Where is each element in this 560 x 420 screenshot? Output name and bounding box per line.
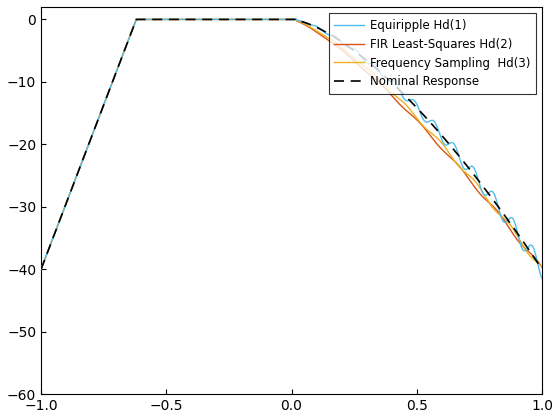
Equiripple Hd(1)	[133, 17, 139, 22]
Nominal Response	[248, 17, 255, 22]
Nominal Response	[38, 267, 44, 272]
Nominal Response	[402, 93, 408, 98]
Equiripple Hd(1)	[276, 17, 283, 22]
Equiripple Hd(1)	[248, 17, 255, 22]
Equiripple Hd(1)	[524, 247, 530, 252]
Nominal Response	[524, 244, 530, 249]
Equiripple Hd(1)	[498, 216, 505, 221]
FIR Least-Squares Hd(2)	[248, 17, 255, 22]
Frequency Sampling  Hd(3)	[38, 267, 44, 272]
Frequency Sampling  Hd(3)	[248, 17, 255, 22]
Equiripple Hd(1)	[539, 276, 545, 281]
FIR Least-Squares Hd(2)	[276, 17, 283, 22]
Equiripple Hd(1)	[402, 97, 408, 102]
Line: Frequency Sampling  Hd(3): Frequency Sampling Hd(3)	[41, 19, 542, 269]
FIR Least-Squares Hd(2)	[133, 17, 139, 22]
Frequency Sampling  Hd(3)	[498, 214, 505, 219]
Line: Equiripple Hd(1): Equiripple Hd(1)	[41, 19, 542, 278]
Legend: Equiripple Hd(1), FIR Least-Squares Hd(2), Frequency Sampling  Hd(3), Nominal Re: Equiripple Hd(1), FIR Least-Squares Hd(2…	[329, 13, 536, 94]
FIR Least-Squares Hd(2)	[539, 265, 545, 270]
FIR Least-Squares Hd(2)	[498, 214, 505, 219]
Frequency Sampling  Hd(3)	[133, 17, 139, 22]
Frequency Sampling  Hd(3)	[524, 249, 530, 255]
Frequency Sampling  Hd(3)	[276, 17, 283, 22]
FIR Least-Squares Hd(2)	[253, 17, 259, 22]
Nominal Response	[498, 209, 505, 214]
Line: Nominal Response: Nominal Response	[41, 19, 542, 269]
Frequency Sampling  Hd(3)	[402, 101, 408, 106]
Line: FIR Least-Squares Hd(2): FIR Least-Squares Hd(2)	[41, 19, 542, 269]
FIR Least-Squares Hd(2)	[38, 267, 44, 272]
Equiripple Hd(1)	[38, 267, 44, 272]
Nominal Response	[253, 17, 259, 22]
Nominal Response	[133, 17, 139, 22]
Equiripple Hd(1)	[253, 17, 259, 22]
FIR Least-Squares Hd(2)	[402, 107, 408, 112]
FIR Least-Squares Hd(2)	[524, 247, 530, 252]
Frequency Sampling  Hd(3)	[253, 17, 259, 22]
Nominal Response	[276, 17, 283, 22]
Nominal Response	[539, 267, 545, 272]
Frequency Sampling  Hd(3)	[539, 264, 545, 269]
